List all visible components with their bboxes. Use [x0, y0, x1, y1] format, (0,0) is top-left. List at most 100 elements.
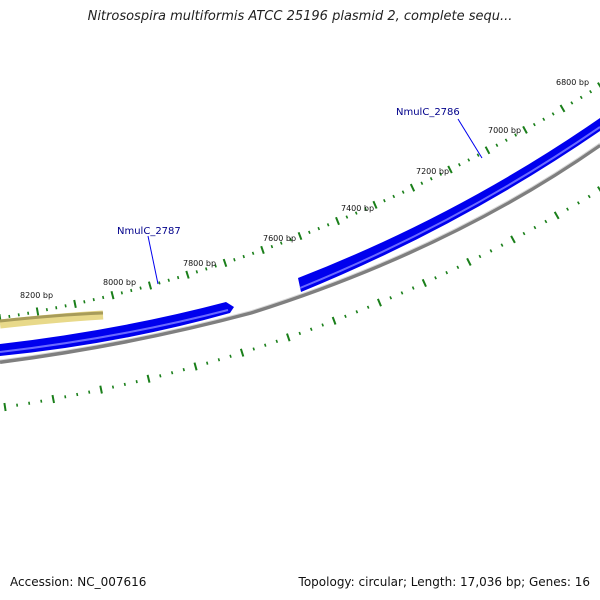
inner-ring-major-tick: [51, 394, 55, 404]
outer-ring-minor-tick: [589, 89, 593, 94]
ruler-label-7200: 7200 bp: [416, 167, 449, 176]
outer-ring-minor-tick: [476, 153, 480, 157]
inner-ring-minor-tick: [40, 399, 43, 403]
inner-ring-minor-tick: [123, 382, 126, 386]
outer-ring-minor-tick: [64, 304, 67, 308]
highlight-feature-edge: [0, 311, 104, 323]
gene-label-leader-2787: [147, 235, 159, 285]
inner-ring-major-tick: [510, 235, 516, 244]
inner-ring-major-tick: [3, 402, 7, 412]
outer-ring-major-tick: [372, 200, 378, 209]
inner-ring-major-tick: [146, 374, 151, 383]
ruler-label-7000: 7000 bp: [488, 126, 521, 135]
inner-ring-minor-tick: [478, 254, 482, 259]
outer-ring-major-tick: [409, 183, 416, 192]
outer-ring-minor-tick: [439, 172, 443, 176]
inner-ring-minor-tick: [566, 207, 569, 211]
gene-nmulc-2787[interactable]: [0, 302, 234, 356]
outer-ring-minor-tick: [92, 298, 95, 302]
outer-ring-minor-tick: [392, 194, 396, 199]
accession-text: Accession: NC_007616: [10, 575, 147, 589]
inner-ring-minor-tick: [309, 327, 313, 331]
ruler-label-8200: 8200 bp: [20, 291, 53, 300]
outer-ring-minor-tick: [55, 306, 58, 310]
backbone-circle: [0, 143, 600, 364]
outer-ring-minor-tick: [279, 241, 283, 245]
outer-ring-major-tick: [297, 231, 303, 241]
outer-ring-minor-tick: [345, 215, 349, 219]
outer-ring-minor-tick: [242, 254, 245, 259]
inner-ring-minor-tick: [64, 395, 67, 399]
ruler-label-8000: 8000 bp: [103, 278, 136, 287]
outer-ring-major-tick: [559, 104, 566, 113]
outer-ring-minor-tick: [542, 117, 546, 121]
inner-ring-major-tick: [597, 186, 600, 192]
outer-ring-minor-tick: [17, 313, 20, 317]
gene-nmulc-2786-shade: [299, 126, 600, 289]
ruler-label-6800: 6800 bp: [556, 78, 589, 87]
gene-label-leader-2786: [457, 118, 483, 159]
inner-ring-major-tick: [421, 278, 427, 288]
inner-ring-minor-tick: [522, 231, 526, 236]
inner-ring-minor-tick: [400, 291, 404, 295]
outer-ring-minor-tick: [457, 163, 461, 167]
inner-ring-major-tick: [99, 385, 103, 394]
outer-ring-minor-tick: [251, 251, 255, 255]
outer-ring-minor-tick: [270, 244, 274, 249]
outer-ring-minor-tick: [495, 143, 499, 147]
inner-ring-minor-tick: [264, 343, 267, 347]
inner-ring-minor-tick: [355, 310, 359, 314]
outer-ring-minor-tick: [176, 275, 180, 280]
ruler-label-7600: 7600 bp: [263, 234, 296, 243]
inner-ring-minor-tick: [321, 323, 324, 327]
outer-ring-major-tick: [522, 125, 528, 134]
outer-ring-minor-tick: [120, 291, 123, 295]
outer-ring-minor-tick: [514, 133, 518, 137]
inner-ring-minor-tick: [135, 380, 138, 384]
outer-ring-minor-tick: [233, 258, 236, 262]
inner-ring-minor-tick: [389, 296, 393, 300]
outer-ring-major-tick: [73, 299, 77, 309]
inner-ring-minor-tick: [434, 276, 437, 280]
inner-ring-minor-tick: [411, 286, 415, 290]
outer-ring-minor-tick: [27, 311, 30, 315]
inner-ring-major-tick: [193, 362, 198, 371]
outer-ring-minor-tick: [429, 177, 433, 181]
highlight-feature[interactable]: [0, 310, 104, 329]
inner-ring-minor-tick: [217, 358, 221, 362]
inner-ring-major-tick: [466, 257, 472, 266]
gene-label-nmulc-2787[interactable]: NmulC_2787: [117, 226, 181, 237]
outer-ring-minor-tick: [532, 122, 536, 127]
inner-ring-minor-tick: [111, 385, 115, 389]
inner-ring-minor-tick: [500, 243, 504, 247]
outer-ring-minor-tick: [467, 158, 471, 162]
inner-tick-ring: [3, 186, 600, 412]
outer-ring-major-tick: [260, 245, 265, 255]
inner-ring-minor-tick: [544, 219, 548, 224]
outer-ring-minor-tick: [289, 237, 292, 242]
inner-ring-major-tick: [239, 348, 245, 357]
outer-ring-major-tick: [110, 291, 115, 300]
outer-ring-minor-tick: [579, 95, 583, 100]
outer-ring-minor-tick: [364, 207, 367, 211]
gene-label-nmulc-2786[interactable]: NmulC_2786: [396, 107, 460, 118]
ruler-label-7400: 7400 bp: [341, 204, 374, 213]
outer-ring-minor-tick: [139, 286, 142, 290]
gene-nmulc-2786[interactable]: [298, 118, 600, 292]
outer-ring-minor-tick: [551, 112, 555, 116]
inner-ring-major-tick: [553, 211, 560, 220]
gene-nmulc-2787-shade: [0, 309, 229, 353]
inner-ring-major-tick: [376, 298, 382, 307]
inner-ring-minor-tick: [170, 371, 174, 375]
outer-ring-minor-tick: [195, 270, 199, 274]
inner-ring-minor-tick: [366, 305, 370, 309]
inner-ring-minor-tick: [28, 401, 31, 405]
outer-ring-minor-tick: [383, 198, 386, 203]
outer-tick-ring: [0, 82, 600, 322]
outer-ring-minor-tick: [570, 101, 574, 105]
outer-ring-minor-tick: [45, 308, 48, 312]
inner-ring-minor-tick: [229, 354, 232, 358]
inner-ring-minor-tick: [445, 270, 449, 275]
outer-ring-minor-tick: [130, 288, 133, 293]
outer-ring-major-tick: [447, 165, 453, 174]
